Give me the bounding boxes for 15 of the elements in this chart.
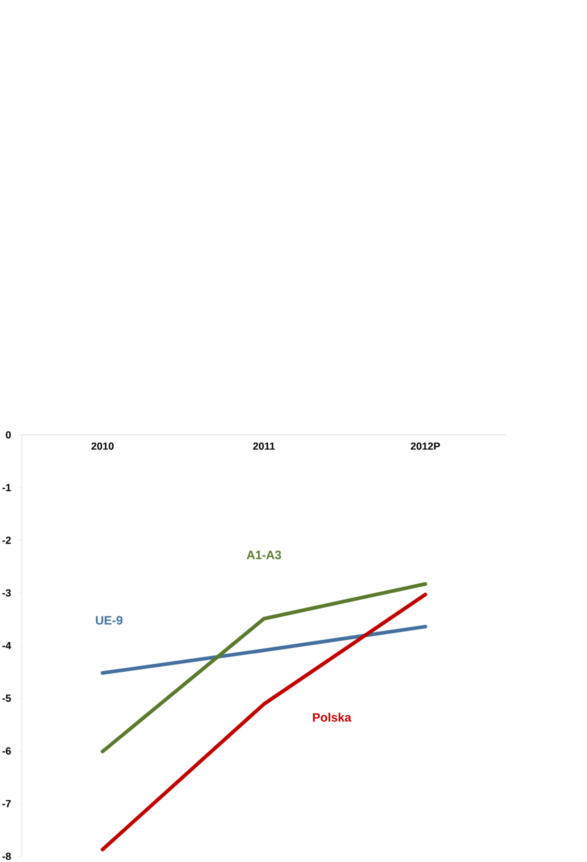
y-tick-label: -3	[2, 589, 11, 597]
x-tick-label: 2012P	[410, 442, 440, 450]
y-tick-label: -2	[2, 536, 11, 544]
y-tick-label: -5	[2, 694, 12, 702]
x-tick-label: 2011	[253, 442, 275, 450]
y-tick-label: -1	[2, 484, 12, 492]
text: UE-9	[96, 616, 123, 625]
y-tick-label: -7	[2, 800, 11, 808]
text: A1-A3	[246, 550, 282, 560]
x-tick-label: 2010	[92, 442, 114, 450]
y-tick-label: -8	[2, 852, 12, 860]
text: Polska	[313, 712, 352, 722]
y-tick-label: -6	[2, 747, 11, 755]
y-tick-label: -4	[2, 642, 12, 650]
y-tick-label: 0	[6, 431, 11, 439]
